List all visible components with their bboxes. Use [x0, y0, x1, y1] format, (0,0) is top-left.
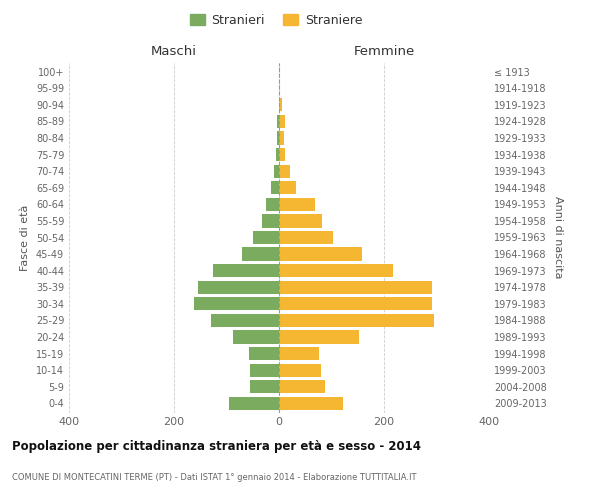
Bar: [279, 98, 282, 112]
Bar: [279, 380, 325, 394]
Bar: [279, 280, 432, 294]
Y-axis label: Anni di nascita: Anni di nascita: [553, 196, 563, 278]
Bar: [279, 198, 314, 211]
Bar: [279, 231, 332, 244]
Bar: [279, 214, 322, 228]
Bar: [253, 231, 279, 244]
Bar: [279, 164, 290, 178]
Bar: [211, 314, 279, 327]
Y-axis label: Fasce di età: Fasce di età: [20, 204, 30, 270]
Text: Maschi: Maschi: [151, 44, 197, 58]
Bar: [262, 214, 279, 228]
Bar: [249, 347, 279, 360]
Bar: [277, 132, 279, 144]
Bar: [279, 347, 319, 360]
Bar: [266, 198, 279, 211]
Bar: [274, 164, 279, 178]
Bar: [279, 396, 343, 410]
Bar: [242, 248, 279, 260]
Bar: [279, 148, 286, 161]
Bar: [279, 330, 359, 344]
Bar: [279, 248, 362, 260]
Bar: [233, 330, 279, 344]
Bar: [279, 297, 432, 310]
Bar: [277, 115, 279, 128]
Text: COMUNE DI MONTECATINI TERME (PT) - Dati ISTAT 1° gennaio 2014 - Elaborazione TUT: COMUNE DI MONTECATINI TERME (PT) - Dati …: [12, 473, 416, 482]
Bar: [279, 314, 434, 327]
Legend: Stranieri, Straniere: Stranieri, Straniere: [185, 8, 367, 32]
Bar: [279, 115, 286, 128]
Bar: [279, 264, 394, 278]
Bar: [229, 396, 279, 410]
Bar: [279, 132, 284, 144]
Bar: [279, 364, 321, 377]
Bar: [194, 297, 279, 310]
Bar: [197, 280, 279, 294]
Bar: [214, 264, 279, 278]
Bar: [250, 364, 279, 377]
Bar: [271, 181, 279, 194]
Text: Femmine: Femmine: [353, 44, 415, 58]
Bar: [279, 181, 296, 194]
Text: Popolazione per cittadinanza straniera per età e sesso - 2014: Popolazione per cittadinanza straniera p…: [12, 440, 421, 453]
Bar: [250, 380, 279, 394]
Bar: [277, 148, 279, 161]
